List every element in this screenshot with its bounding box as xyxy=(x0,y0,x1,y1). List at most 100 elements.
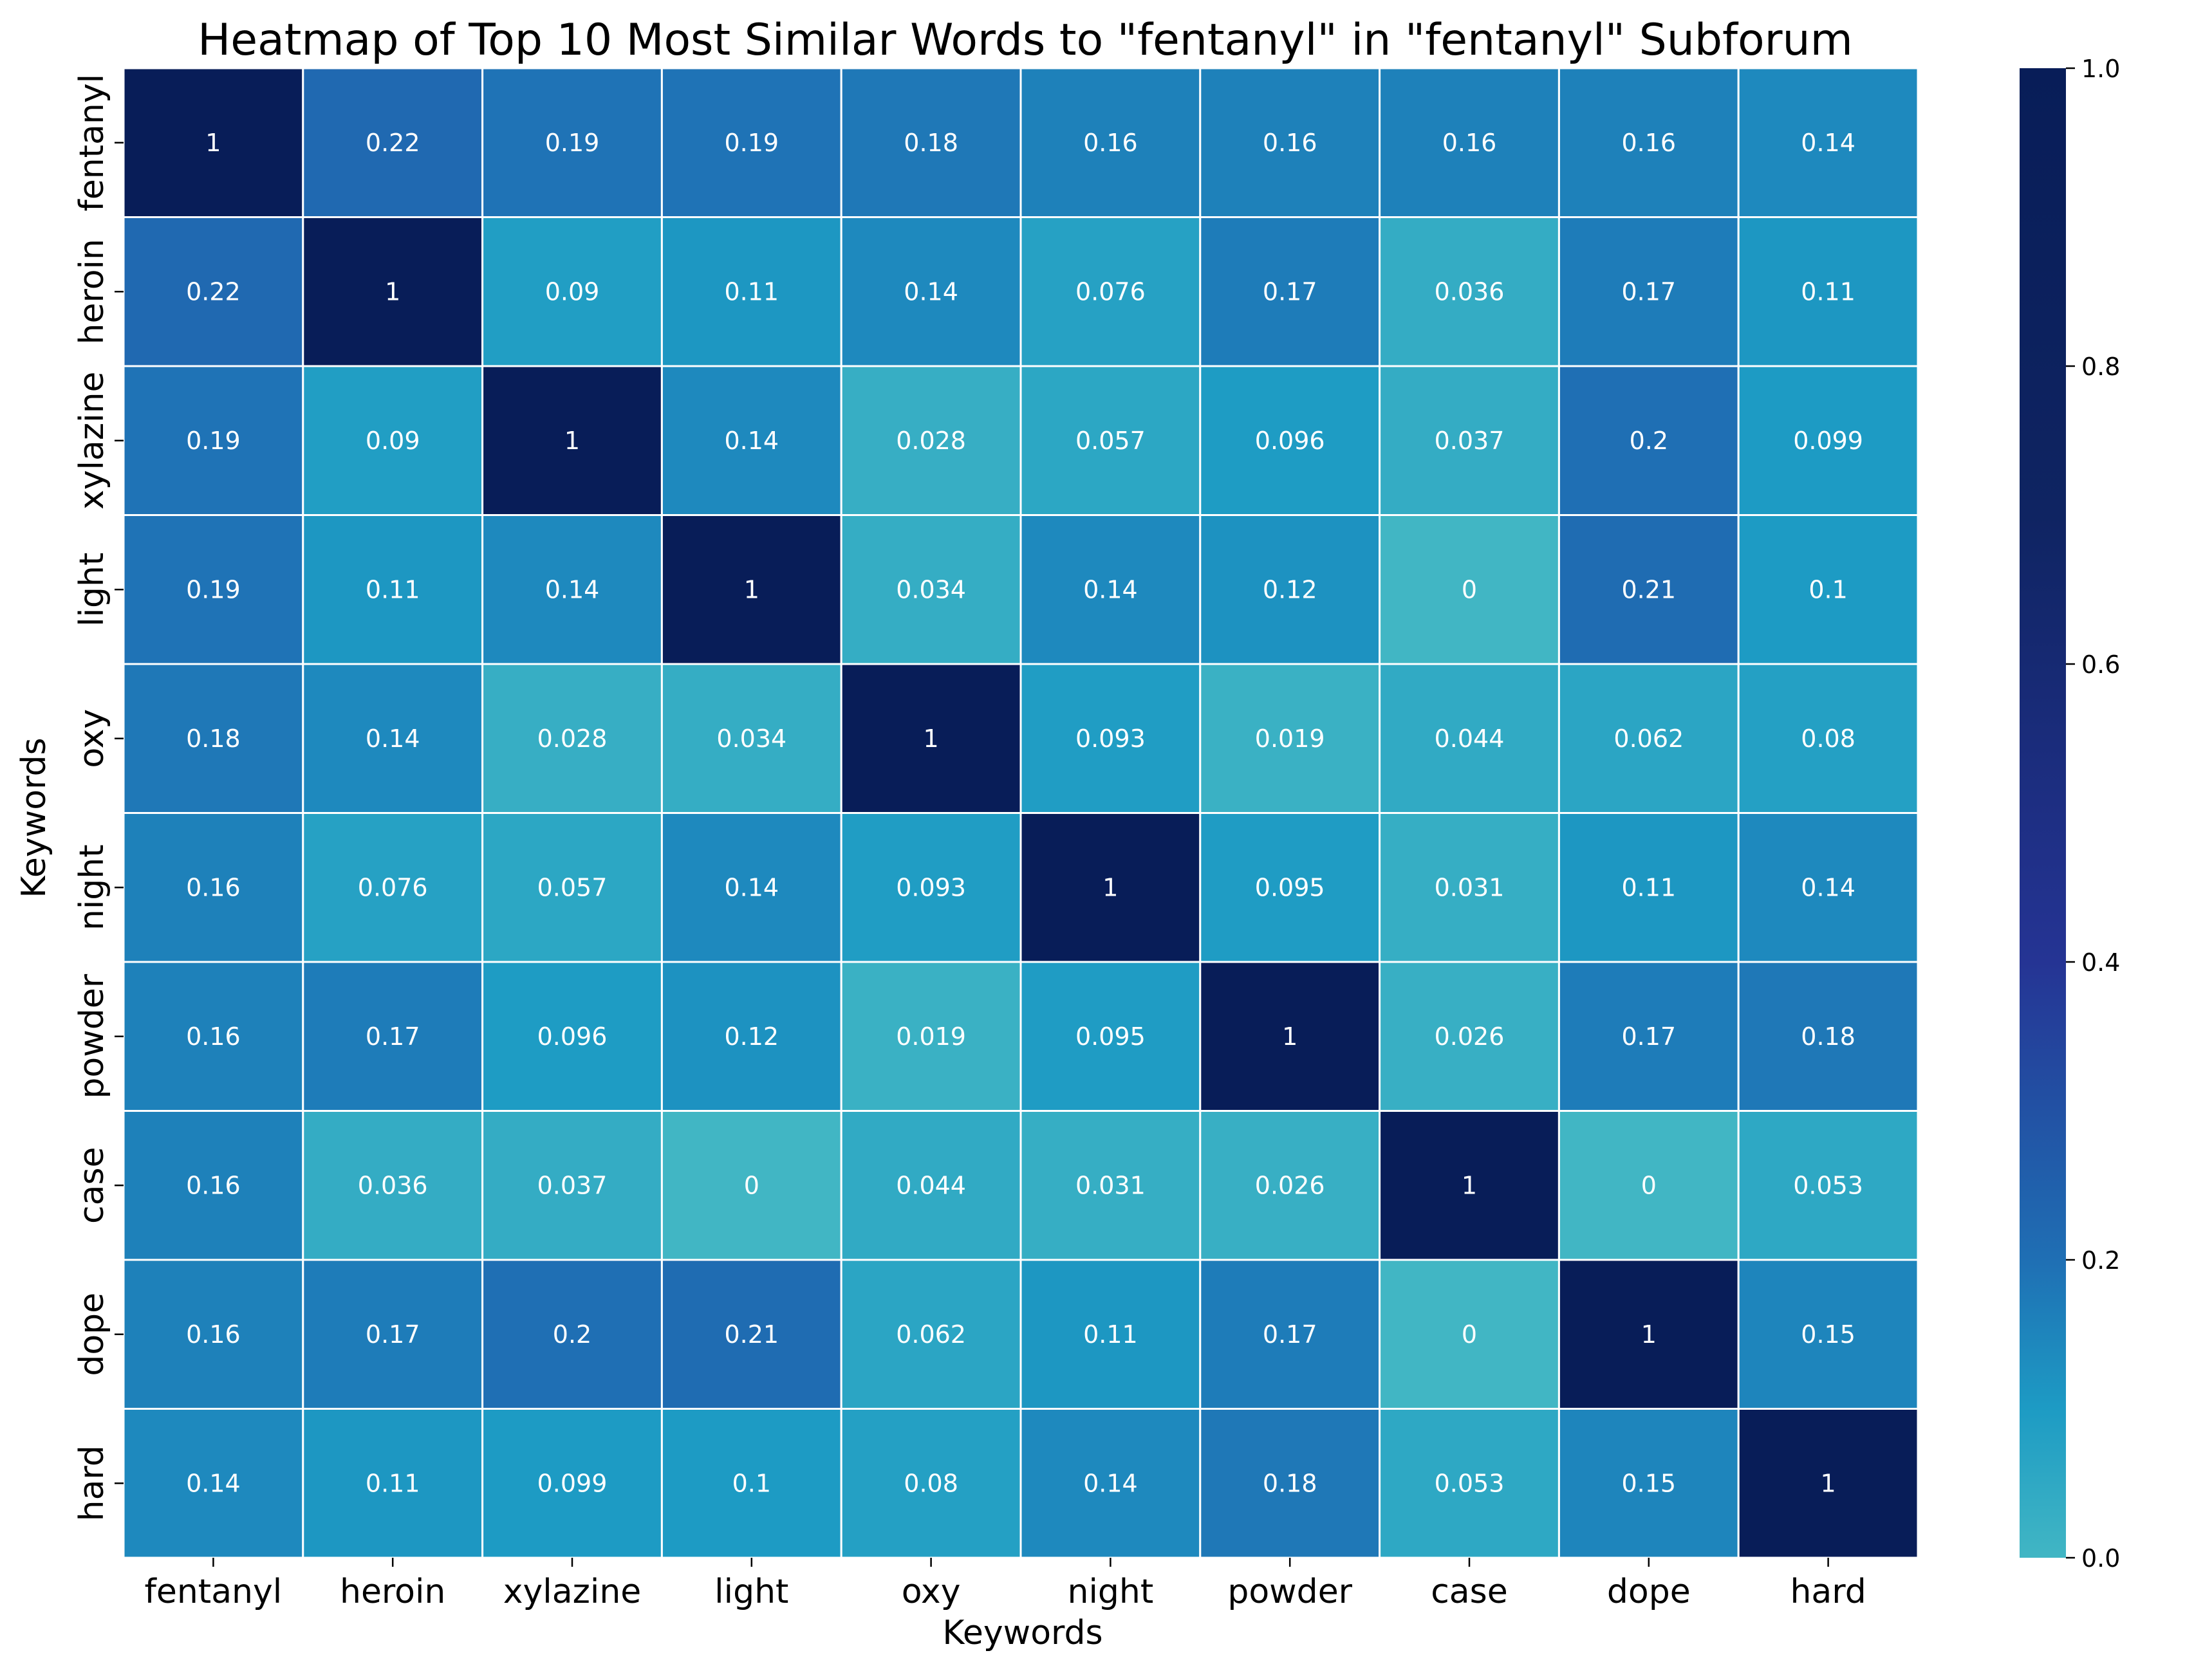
heatmap-cell xyxy=(1019,1408,1202,1559)
heatmap-cell xyxy=(1379,1110,1560,1261)
colorbar-tick-label: 0.4 xyxy=(2081,948,2120,977)
heatmap-cell xyxy=(1019,365,1202,516)
cell-value-label: 0.14 xyxy=(186,1469,241,1497)
heatmap-cell xyxy=(1557,67,1740,218)
heatmap-cell xyxy=(840,812,1022,963)
heatmap-cell xyxy=(660,812,842,963)
heatmap-cell xyxy=(481,216,663,367)
cell-value-label: 0.08 xyxy=(1801,725,1855,753)
cell-value-label: 0.026 xyxy=(1255,1171,1325,1199)
cell-value-label: 0.18 xyxy=(1801,1022,1855,1051)
cell-value-label: 0.057 xyxy=(537,873,608,901)
x-tick-label: fentanyl xyxy=(145,1573,283,1611)
cell-value-label: 0.14 xyxy=(1083,575,1138,604)
cell-value-label: 0.093 xyxy=(1075,725,1146,753)
heatmap-cell xyxy=(1379,1408,1560,1559)
cell-value-label: 0.028 xyxy=(537,725,608,753)
cell-value-label: 0.14 xyxy=(904,277,958,306)
x-tick-label: dope xyxy=(1607,1573,1691,1611)
x-tick-label: heroin xyxy=(340,1573,445,1611)
x-tick-label: xylazine xyxy=(503,1573,642,1611)
cell-value-label: 0.11 xyxy=(1621,873,1676,901)
cell-value-label: 0.18 xyxy=(1263,1469,1317,1497)
heatmap-cell xyxy=(302,812,484,963)
heatmap-cell xyxy=(1199,1259,1381,1410)
cell-value-label: 0.14 xyxy=(1801,873,1855,901)
cell-value-label: 0.053 xyxy=(1793,1171,1863,1199)
cell-value-label: 0.062 xyxy=(1613,725,1684,753)
y-tick-label: hard xyxy=(73,1445,111,1521)
heatmap-cell xyxy=(481,1408,663,1559)
cell-value-label: 0 xyxy=(1462,1320,1477,1349)
heatmap-cells xyxy=(122,67,1919,1559)
heatmap-cell xyxy=(481,1110,663,1261)
heatmap-cell xyxy=(122,67,304,218)
colorbar-tick-label: 0.8 xyxy=(2081,353,2120,381)
heatmap-cell xyxy=(1379,67,1560,218)
cell-value-label: 0.028 xyxy=(896,427,966,455)
colorbar-tick-label: 0.2 xyxy=(2081,1246,2120,1275)
heatmap-cell xyxy=(840,663,1022,814)
heatmap-cell xyxy=(1557,1110,1740,1261)
colorbar-tick-label: 0.0 xyxy=(2081,1544,2120,1573)
heatmap-cell xyxy=(302,961,484,1112)
cell-value-label: 1 xyxy=(924,725,939,753)
cell-value-label: 0.031 xyxy=(1075,1171,1146,1199)
cell-value-label: 0.095 xyxy=(1075,1022,1146,1051)
heatmap-cell xyxy=(1557,663,1740,814)
cell-value-label: 0.14 xyxy=(724,427,779,455)
cell-value-label: 0.2 xyxy=(1630,427,1668,455)
x-tick-label: case xyxy=(1431,1573,1508,1611)
cell-value-label: 0.16 xyxy=(1263,129,1317,157)
heatmap-cell xyxy=(1737,961,1919,1112)
cell-value-label: 1 xyxy=(1641,1320,1657,1349)
cell-value-label: 0.16 xyxy=(186,1171,241,1199)
cell-value-label: 0.21 xyxy=(724,1320,779,1349)
heatmap-cell xyxy=(1379,812,1560,963)
heatmap-cell xyxy=(1557,961,1740,1112)
heatmap-cell xyxy=(481,961,663,1112)
heatmap-cell xyxy=(660,216,842,367)
y-tick-label: powder xyxy=(73,974,111,1098)
cell-value-label: 1 xyxy=(1821,1469,1836,1497)
cell-value-label: 0.044 xyxy=(1435,725,1505,753)
heatmap-cell xyxy=(660,961,842,1112)
y-tick-label: heroin xyxy=(73,239,111,344)
cell-value-label: 0.095 xyxy=(1255,873,1325,901)
cell-value-label: 0.11 xyxy=(724,277,779,306)
cell-value-label: 0.037 xyxy=(537,1171,608,1199)
heatmap-cell xyxy=(1379,961,1560,1112)
x-axis-label: Keywords xyxy=(942,1614,1102,1652)
cell-value-label: 0.026 xyxy=(1435,1022,1505,1051)
heatmap-cell xyxy=(1557,365,1740,516)
cell-value-label: 0.18 xyxy=(186,725,241,753)
cell-value-label: 0.036 xyxy=(1435,277,1505,306)
heatmap-cell xyxy=(840,961,1022,1112)
cell-value-label: 0.057 xyxy=(1075,427,1146,455)
y-tick-label: oxy xyxy=(73,709,111,768)
cell-value-label: 1 xyxy=(1102,873,1118,901)
cell-value-label: 0.18 xyxy=(904,129,958,157)
heatmap-cell xyxy=(1557,812,1740,963)
cell-value-label: 0.19 xyxy=(545,129,600,157)
heatmap-cell xyxy=(1379,663,1560,814)
heatmap-cell xyxy=(1737,663,1919,814)
heatmap-cell xyxy=(302,365,484,516)
cell-value-label: 0.14 xyxy=(724,873,779,901)
cell-value-label: 0.14 xyxy=(1801,129,1855,157)
heatmap-cell xyxy=(1737,514,1919,665)
cell-value-label: 0.17 xyxy=(366,1320,420,1349)
cell-value-label: 0.037 xyxy=(1435,427,1505,455)
y-tick-label: case xyxy=(73,1147,111,1224)
cell-value-label: 0.16 xyxy=(1621,129,1676,157)
cell-value-label: 0.09 xyxy=(545,277,600,306)
heatmap-cell xyxy=(1019,1110,1202,1261)
heatmap-cell xyxy=(840,365,1022,516)
cell-value-label: 0.1 xyxy=(732,1469,771,1497)
heatmap-cell xyxy=(1557,514,1740,665)
x-axis-ticks: fentanyl heroin xylazine light oxy night powde… xyxy=(145,1558,1866,1611)
heatmap-cell xyxy=(660,365,842,516)
cell-value-label: 0.053 xyxy=(1435,1469,1505,1497)
x-tick-label: powder xyxy=(1227,1573,1352,1611)
